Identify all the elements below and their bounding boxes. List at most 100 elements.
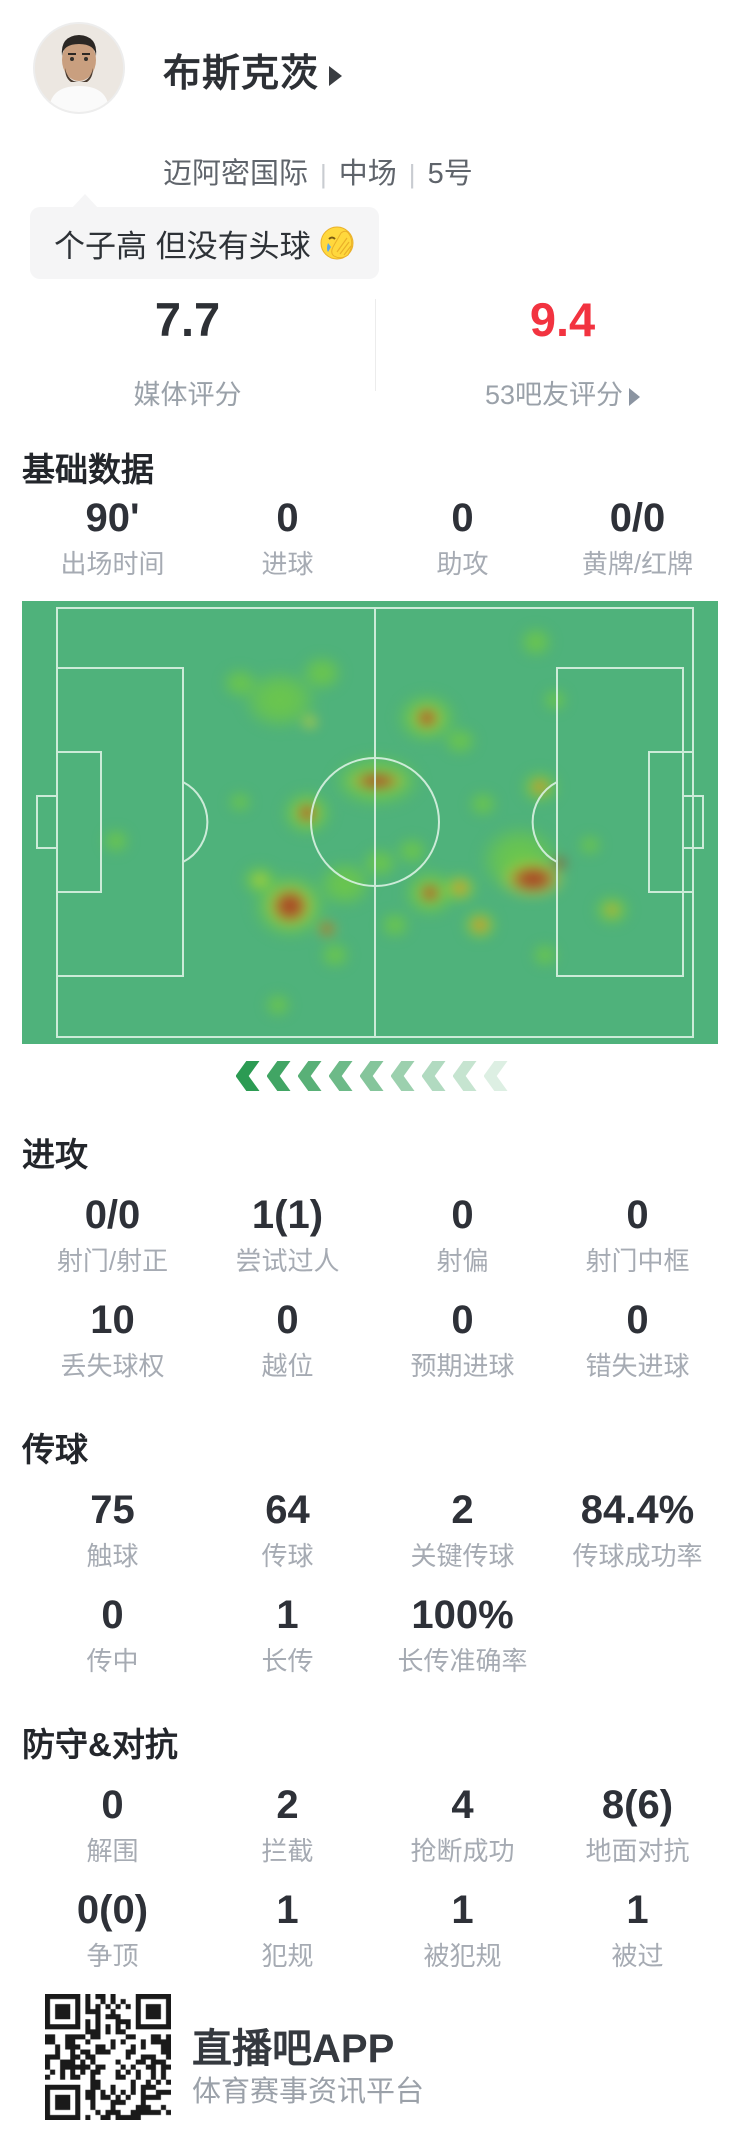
left-chevron-icon: [266, 1061, 291, 1091]
stat-label: 抢断成功: [410, 1836, 515, 1866]
facepalm-emoji-icon: [320, 226, 354, 260]
left-chevron-icon: [297, 1061, 322, 1091]
stat-cell: 0 越位: [200, 1297, 375, 1381]
stat-label: 丢失球权: [60, 1351, 165, 1381]
left-chevron-icon: [452, 1061, 477, 1091]
section-title: 基础数据: [22, 451, 154, 488]
stat-value: 0: [451, 1298, 474, 1342]
fans-rating-caret-icon: [629, 387, 641, 406]
stat-value: 4: [451, 1783, 474, 1827]
section-title: 进攻: [22, 1136, 88, 1173]
team-name: 迈阿密国际: [163, 158, 309, 190]
stat-label: 关键传球: [410, 1541, 515, 1571]
heatmap-pitch: [22, 601, 718, 1044]
stat-value: 0: [276, 1298, 299, 1342]
stat-value: 1: [626, 1888, 649, 1932]
stat-cell: 0 射偏: [375, 1192, 550, 1276]
separator: |: [408, 159, 416, 189]
stat-value: 0(0): [76, 1888, 149, 1932]
stat-cell: 4 抢断成功: [375, 1782, 550, 1866]
stat-cell: 2 关键传球: [375, 1487, 550, 1571]
stat-label: 越位: [261, 1351, 314, 1381]
separator: |: [320, 159, 327, 189]
app-name: 直播吧APP: [192, 2027, 395, 2071]
pitch-lines: [36, 607, 704, 1038]
qr-code: [45, 1994, 171, 2120]
stat-label: 预期进球: [410, 1351, 515, 1381]
stat-label: 地面对抗: [585, 1836, 690, 1866]
stat-cell: 0 进球: [200, 495, 375, 579]
stat-label: 争顶: [86, 1941, 139, 1971]
stat-cell: 1 犯规: [200, 1887, 375, 1971]
stat-label: 尝试过人: [235, 1246, 340, 1276]
stat-value: 2: [276, 1783, 299, 1827]
stat-label: 射门/射正: [56, 1246, 169, 1276]
stat-cell: 0 助攻: [375, 495, 550, 579]
stat-cell: 0 传中: [25, 1592, 200, 1676]
stat-label: 进球: [261, 549, 314, 579]
section-title: 防守&对抗: [22, 1726, 178, 1763]
media-rating: 7.7 媒体评分: [0, 293, 375, 412]
stat-value: 0: [276, 496, 299, 540]
stat-value: 0: [626, 1298, 649, 1342]
stat-cell: 2 拦截: [200, 1782, 375, 1866]
stat-row: 10 丢失球权 0 越位 0 预期进球 0 错失进球: [25, 1297, 725, 1381]
stat-value: 0: [626, 1193, 649, 1237]
attack-direction-arrows: [0, 1060, 750, 1092]
stat-value: 2: [451, 1488, 474, 1532]
stat-cell: 84.4% 传球成功率: [550, 1487, 725, 1571]
stat-value: 84.4%: [580, 1488, 695, 1532]
stat-value: 1(1): [251, 1193, 324, 1237]
stat-value: 0: [451, 1193, 474, 1237]
fans-rating[interactable]: 9.4 53吧友评分: [375, 293, 750, 412]
fan-tag-bubble[interactable]: 个子高 但没有头球: [30, 194, 379, 279]
left-chevron-icon: [235, 1061, 260, 1091]
stat-cell: 0(0) 争顶: [25, 1887, 200, 1971]
stat-cell: 64 传球: [200, 1487, 375, 1571]
player-name: 布斯克茨: [163, 53, 320, 95]
stat-row: 90' 出场时间 0 进球 0 助攻 0/0 黄牌/红牌: [25, 495, 725, 579]
avatar-portrait: [35, 24, 123, 112]
stat-cell: 100% 长传准确率: [375, 1592, 550, 1676]
stat-cell: 0 射门中框: [550, 1192, 725, 1276]
stat-row: 0 传中 1 长传 100% 长传准确率: [25, 1592, 725, 1676]
stat-cell: 0/0 射门/射正: [25, 1192, 200, 1276]
player-team-line: 迈阿密国际 | 中场 | 5号: [163, 150, 473, 192]
stat-value: 1: [276, 1888, 299, 1932]
stat-label: 出场时间: [60, 549, 165, 579]
section-title: 传球: [22, 1431, 88, 1468]
player-number: 5号: [427, 158, 473, 190]
stat-label: 黄牌/红牌: [581, 549, 694, 579]
stat-cell: 1 被过: [550, 1887, 725, 1971]
app-tagline: 体育赛事资讯平台: [192, 2076, 425, 2108]
stat-cell: 0/0 黄牌/红牌: [550, 495, 725, 579]
stat-cell: 1 被犯规: [375, 1887, 550, 1971]
stat-value: 0: [101, 1593, 124, 1637]
stat-cell: 1 长传: [200, 1592, 375, 1676]
stat-label: 解围: [86, 1836, 139, 1866]
stat-label: 传球: [261, 1541, 314, 1571]
fans-rating-label: 53吧友评分: [375, 373, 750, 412]
media-rating-value: 7.7: [154, 293, 221, 346]
stat-cell: 90' 出场时间: [25, 495, 200, 579]
left-chevron-icon: [359, 1061, 384, 1091]
stat-label: 触球: [86, 1541, 139, 1571]
stat-label: 被过: [611, 1941, 664, 1971]
stat-row: 0(0) 争顶 1 犯规 1 被犯规 1 被过: [25, 1887, 725, 1971]
stat-cell: 10 丢失球权: [25, 1297, 200, 1381]
stat-value: 90': [85, 496, 140, 540]
stat-label: 犯规: [261, 1941, 314, 1971]
stat-label: 射偏: [436, 1246, 489, 1276]
stat-row: 0/0 射门/射正 1(1) 尝试过人 0 射偏 0 射门中框: [25, 1192, 725, 1276]
stat-value: 75: [90, 1488, 135, 1532]
left-chevron-icon: [328, 1061, 353, 1091]
stat-label: 错失进球: [585, 1351, 690, 1381]
stat-row: 0 解围 2 拦截 4 抢断成功 8(6) 地面对抗: [25, 1782, 725, 1866]
player-name-row[interactable]: 布斯克茨: [163, 42, 343, 97]
stat-value: 10: [90, 1298, 135, 1342]
heatmap-blobs: [22, 601, 718, 1044]
stat-value: 100%: [411, 1593, 514, 1637]
player-avatar[interactable]: [33, 22, 125, 114]
stat-label: 长传: [261, 1646, 314, 1676]
stat-label: 射门中框: [585, 1246, 690, 1276]
